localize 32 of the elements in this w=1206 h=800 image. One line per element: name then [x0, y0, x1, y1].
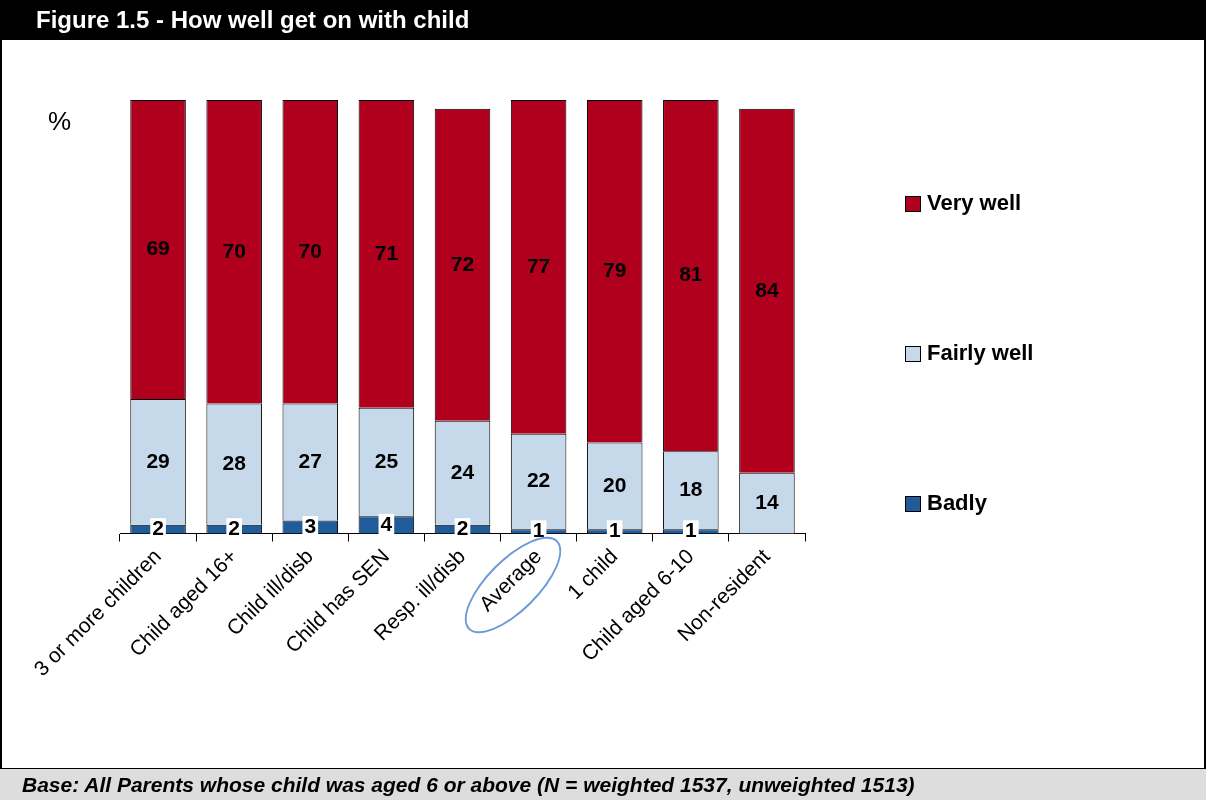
data-label: 22 — [526, 468, 551, 492]
data-label: 69 — [146, 236, 170, 260]
data-label: 25 — [374, 448, 399, 472]
data-label: 79 — [603, 258, 627, 282]
data-label: 1 — [684, 518, 697, 542]
data-label: 70 — [222, 238, 246, 262]
data-label: 28 — [222, 450, 247, 474]
data-label: 24 — [450, 459, 475, 483]
legend-label: Badly — [926, 490, 987, 516]
legend-label: Fairly well — [926, 340, 1034, 366]
data-label: 1 — [608, 518, 621, 542]
data-label: 3 — [304, 513, 317, 537]
data-label: 2 — [456, 515, 469, 539]
data-label: 4 — [380, 511, 393, 535]
y-axis-title: % — [48, 106, 72, 137]
text: Very well — [926, 190, 1022, 216]
data-label: 81 — [679, 262, 703, 286]
data-label: 27 — [298, 448, 322, 472]
data-label: 14 — [755, 489, 779, 513]
data-label: 18 — [679, 476, 703, 500]
data-label: 29 — [146, 448, 170, 472]
data-label: 84 — [755, 277, 779, 301]
data-label: 77 — [526, 253, 551, 277]
data-label: 2 — [152, 515, 164, 539]
data-label: 70 — [298, 238, 322, 262]
data-label: 72 — [450, 251, 475, 275]
text: Base: All Parents whose child was aged 6 or above (N = weighted 1537, unweighted 1513) — [0, 768, 1206, 800]
data-label: 1 — [532, 518, 545, 542]
data-label: 71 — [374, 240, 399, 264]
data-label: 20 — [603, 472, 627, 496]
chart-title: Figure 1.5 - How well get on with child — [0, 0, 1206, 40]
data-label: 2 — [228, 515, 241, 539]
